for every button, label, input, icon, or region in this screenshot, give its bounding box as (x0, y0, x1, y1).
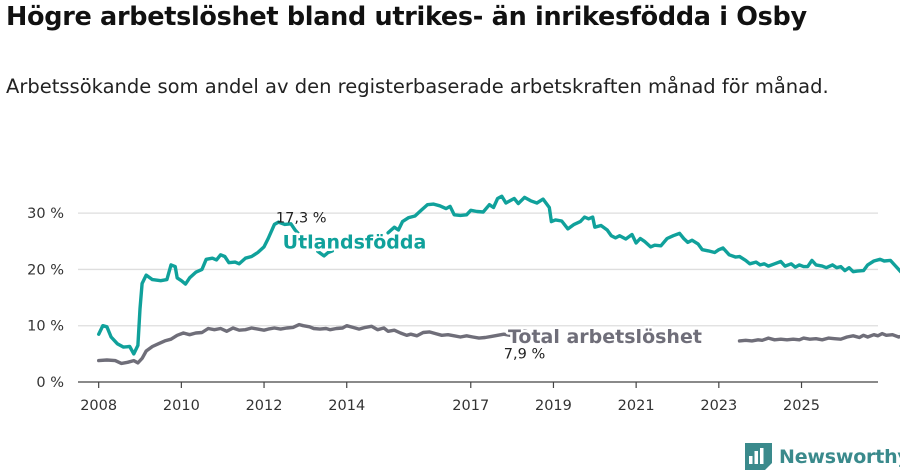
brand-name: Newsworthy (779, 445, 900, 468)
x-tick-label: 2023 (700, 398, 737, 414)
x-tick-label: 2021 (618, 398, 655, 414)
end-point-total (519, 329, 531, 341)
x-tick-label: 2025 (783, 398, 820, 414)
x-tick-label: 2017 (452, 398, 489, 414)
series-line-utlandsfodda (316, 249, 334, 258)
x-tick-label: 2012 (246, 398, 283, 414)
annotation-utlandsfodda: Utlandsfödda (283, 231, 427, 253)
y-tick-label: 20 % (27, 262, 64, 278)
x-tick-label: 2019 (535, 398, 572, 414)
newsworthy-logo-icon (745, 443, 772, 470)
end-label-total: 7,9 % (504, 347, 545, 363)
series-line-utlandsfodda (97, 220, 303, 356)
y-tick-label: 30 % (27, 206, 64, 222)
chart-subtitle: Arbetssökande som andel av den registerb… (6, 75, 829, 98)
end-label-utlandsfodda: 17,3 % (276, 210, 327, 226)
annotation-total: Total arbetslöshet (508, 326, 702, 348)
end-point-utlandsfodda (295, 232, 307, 244)
y-tick-label: 10 % (27, 319, 64, 335)
brand-logo: Newsworthy (745, 443, 900, 470)
y-tick-label: 0 % (36, 375, 64, 391)
x-tick-label: 2008 (80, 398, 117, 414)
x-tick-label: 2010 (163, 398, 200, 414)
series-line-total (737, 331, 900, 343)
series-line-total (97, 322, 527, 366)
series-line-utlandsfodda (386, 194, 900, 274)
x-tick-label: 2014 (328, 398, 365, 414)
chart-title: Högre arbetslöshet bland utrikes- än inr… (6, 2, 807, 32)
